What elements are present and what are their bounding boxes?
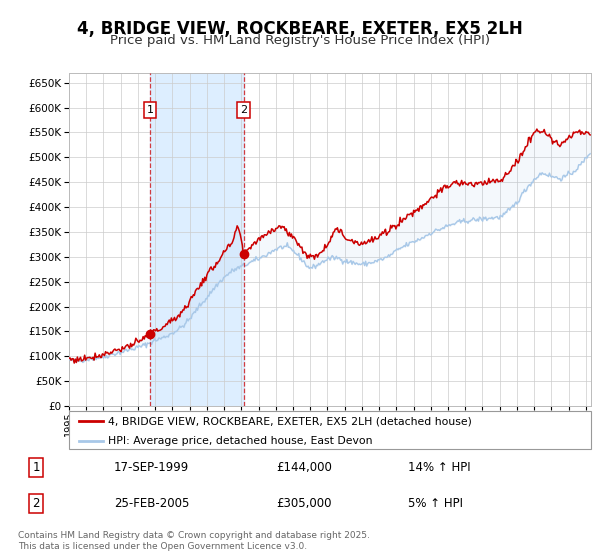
Bar xyxy=(150,73,244,406)
Text: 17-SEP-1999: 17-SEP-1999 xyxy=(114,461,189,474)
Text: 4, BRIDGE VIEW, ROCKBEARE, EXETER, EX5 2LH (detached house): 4, BRIDGE VIEW, ROCKBEARE, EXETER, EX5 2… xyxy=(108,416,472,426)
Text: 1: 1 xyxy=(32,461,40,474)
Text: 1: 1 xyxy=(146,105,154,115)
Text: £144,000: £144,000 xyxy=(276,461,332,474)
FancyBboxPatch shape xyxy=(69,411,591,449)
Text: Price paid vs. HM Land Registry's House Price Index (HPI): Price paid vs. HM Land Registry's House … xyxy=(110,34,490,46)
Text: HPI: Average price, detached house, East Devon: HPI: Average price, detached house, East… xyxy=(108,436,373,446)
Text: 2: 2 xyxy=(32,497,40,510)
Text: Contains HM Land Registry data © Crown copyright and database right 2025.
This d: Contains HM Land Registry data © Crown c… xyxy=(18,531,370,551)
Text: 2: 2 xyxy=(240,105,247,115)
Text: 5% ↑ HPI: 5% ↑ HPI xyxy=(408,497,463,510)
Text: 25-FEB-2005: 25-FEB-2005 xyxy=(114,497,190,510)
Text: £305,000: £305,000 xyxy=(276,497,331,510)
Text: 4, BRIDGE VIEW, ROCKBEARE, EXETER, EX5 2LH: 4, BRIDGE VIEW, ROCKBEARE, EXETER, EX5 2… xyxy=(77,20,523,38)
Text: 14% ↑ HPI: 14% ↑ HPI xyxy=(408,461,470,474)
